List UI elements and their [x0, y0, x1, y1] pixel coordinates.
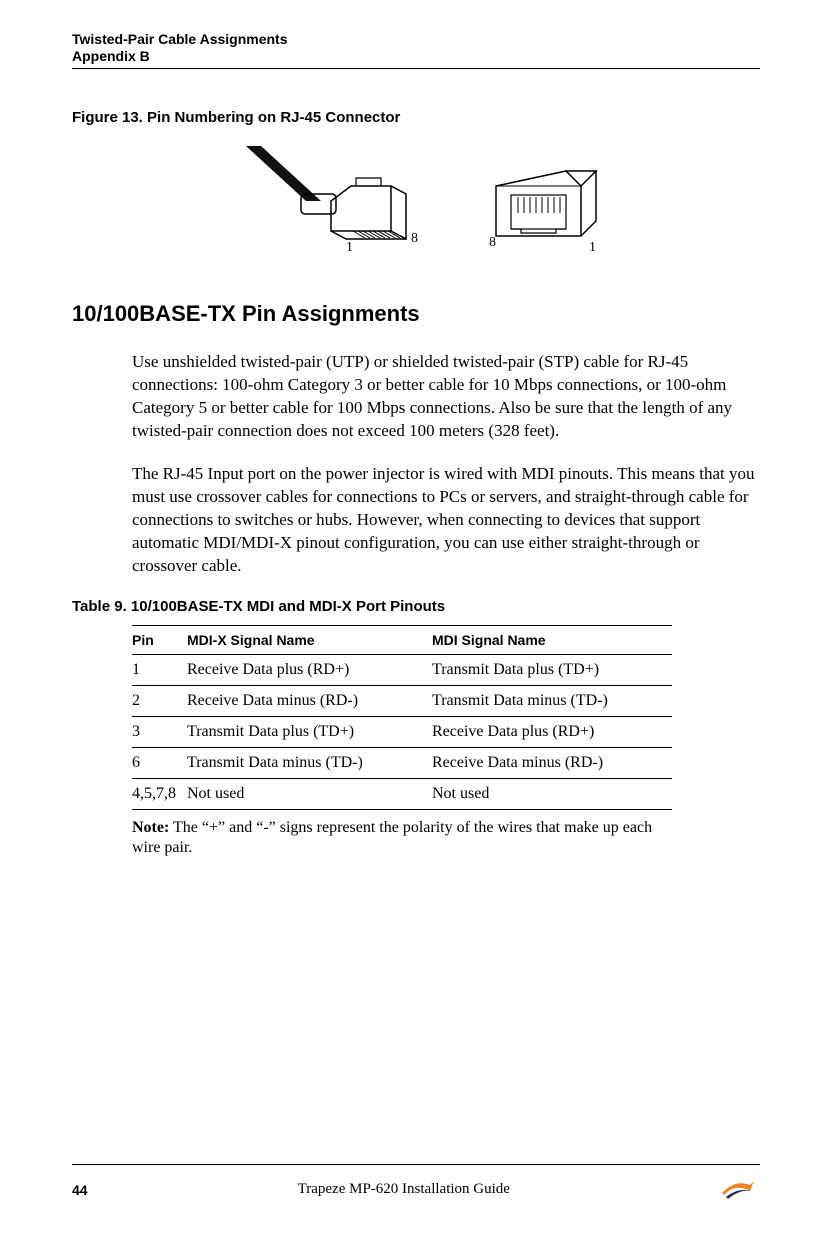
trapeze-logo-icon	[720, 1173, 760, 1206]
rj45-jack-illustration: 8 1	[486, 166, 626, 261]
figure-caption: Figure 13. Pin Numbering on RJ-45 Connec…	[72, 109, 760, 126]
cell-mdix: Receive Data minus (RD-)	[187, 685, 432, 716]
col-header-mdix: MDI-X Signal Name	[187, 625, 432, 654]
figure-diagram: 1 8	[72, 146, 760, 261]
footer-title: Trapeze MP-620 Installation Guide	[88, 1181, 720, 1198]
cell-pin: 6	[132, 747, 187, 778]
cell-mdi: Receive Data minus (RD-)	[432, 747, 672, 778]
cell-mdi: Not used	[432, 778, 672, 809]
pin-label-1-jack: 1	[589, 240, 596, 255]
footer-divider	[72, 1164, 760, 1165]
cell-mdix: Transmit Data plus (TD+)	[187, 716, 432, 747]
cell-mdix: Receive Data plus (RD+)	[187, 654, 432, 685]
cell-mdi: Transmit Data plus (TD+)	[432, 654, 672, 685]
cell-pin: 4,5,7,8	[132, 778, 187, 809]
table-row: 6 Transmit Data minus (TD-) Receive Data…	[132, 747, 672, 778]
pin-label-1-plug: 1	[346, 240, 353, 255]
col-header-pin: Pin	[132, 625, 187, 654]
pin-label-8-plug: 8	[411, 231, 418, 246]
pinout-table: Pin MDI-X Signal Name MDI Signal Name 1 …	[132, 625, 672, 810]
page-number: 44	[72, 1182, 88, 1198]
cell-mdix: Transmit Data minus (TD-)	[187, 747, 432, 778]
body-paragraph-1: Use unshielded twisted-pair (UTP) or shi…	[72, 351, 760, 443]
table-row: 1 Receive Data plus (RD+) Transmit Data …	[132, 654, 672, 685]
cell-mdi: Receive Data plus (RD+)	[432, 716, 672, 747]
table-header-row: Pin MDI-X Signal Name MDI Signal Name	[132, 625, 672, 654]
note-text: The “+” and “-” signs represent the pola…	[132, 819, 652, 857]
cell-mdix: Not used	[187, 778, 432, 809]
pin-label-8-jack: 8	[489, 235, 496, 250]
header-title: Twisted-Pair Cable Assignments	[72, 30, 760, 48]
cell-pin: 3	[132, 716, 187, 747]
table-row: 3 Transmit Data plus (TD+) Receive Data …	[132, 716, 672, 747]
table-row: 2 Receive Data minus (RD-) Transmit Data…	[132, 685, 672, 716]
header-subtitle: Appendix B	[72, 48, 760, 64]
header-divider	[72, 68, 760, 69]
section-heading: 10/100BASE-TX Pin Assignments	[72, 301, 760, 327]
cell-mdi: Transmit Data minus (TD-)	[432, 685, 672, 716]
cell-pin: 1	[132, 654, 187, 685]
page-footer: 44 Trapeze MP-620 Installation Guide	[0, 1164, 832, 1206]
cell-pin: 2	[132, 685, 187, 716]
body-paragraph-2: The RJ-45 Input port on the power inject…	[72, 463, 760, 578]
rj45-plug-illustration: 1 8	[246, 146, 436, 261]
table-note: Note: The “+” and “-” signs represent th…	[132, 818, 672, 860]
table-caption: Table 9. 10/100BASE-TX MDI and MDI-X Por…	[72, 598, 760, 615]
col-header-mdi: MDI Signal Name	[432, 625, 672, 654]
note-label: Note:	[132, 819, 169, 836]
table-row: 4,5,7,8 Not used Not used	[132, 778, 672, 809]
page-header: Twisted-Pair Cable Assignments Appendix …	[72, 30, 760, 69]
